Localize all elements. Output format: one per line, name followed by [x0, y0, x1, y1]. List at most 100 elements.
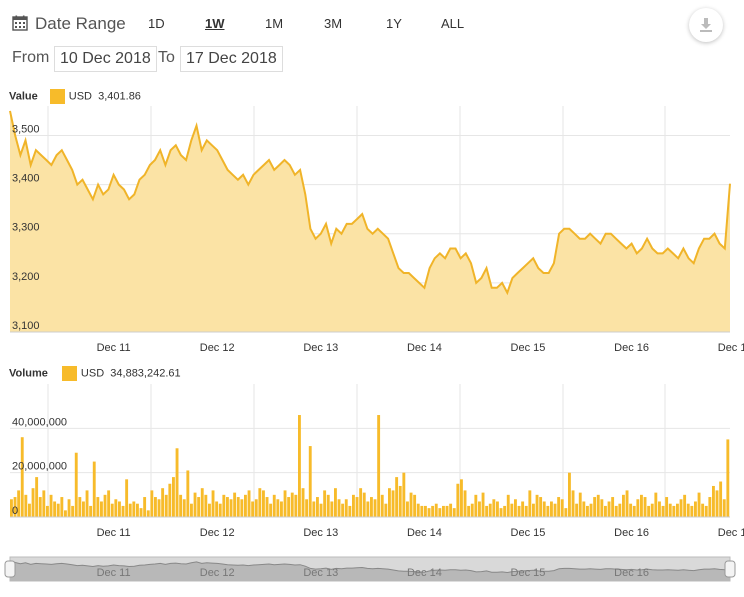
volume-bar: [496, 501, 499, 517]
volume-bar: [625, 490, 629, 517]
range-button-1m[interactable]: 1M: [265, 16, 284, 31]
volume-bar: [460, 479, 463, 517]
to-date-input[interactable]: 17 Dec 2018: [180, 46, 283, 72]
volume-bar: [640, 494, 643, 517]
volume-bar: [272, 494, 276, 517]
volume-bar: [82, 501, 85, 517]
range-button-all[interactable]: ALL: [441, 16, 465, 31]
volume-bar: [233, 492, 237, 517]
volume-bar: [46, 505, 49, 517]
navigator-x-tick-label: Dec 13: [303, 567, 338, 579]
volume-bar: [56, 503, 60, 517]
volume-bar: [143, 497, 147, 517]
volume-bar: [139, 508, 143, 517]
volume-bar: [474, 494, 478, 517]
volume-bar: [146, 510, 150, 517]
volume-bar: [100, 501, 103, 517]
value-y-tick-label: 3,300: [12, 222, 40, 234]
volume-bar: [312, 501, 316, 517]
volume-bar: [708, 497, 712, 517]
volume-bar: [672, 505, 676, 517]
navigator-handle-left[interactable]: [4, 560, 16, 578]
value-x-tick-label: Dec 13: [303, 342, 338, 354]
volume-bar: [564, 508, 568, 517]
volume-bar: [17, 490, 21, 517]
value-chart-title: Value: [9, 90, 38, 103]
volume-bar: [463, 490, 467, 517]
volume-bar: [254, 499, 258, 517]
volume-bar: [697, 492, 701, 517]
volume-bar: [539, 497, 543, 517]
volume-bar: [600, 499, 604, 517]
volume-x-tick-label: Dec 12: [200, 527, 235, 539]
volume-bar: [294, 494, 298, 517]
volume-bar: [521, 501, 525, 517]
value-x-tick-label: Dec 11: [97, 342, 131, 354]
volume-bar: [96, 497, 100, 517]
volume-bar: [31, 488, 35, 517]
volume-bar: [596, 494, 600, 517]
volume-bar: [42, 490, 46, 517]
value-series-line: [9, 110, 731, 296]
volume-bar: [74, 452, 78, 517]
volume-bar: [132, 501, 136, 517]
volume-bar: [676, 503, 679, 517]
navigator-x-tick-label: Dec 14: [407, 567, 442, 579]
volume-bar: [694, 501, 697, 517]
volume-bar: [467, 505, 471, 517]
volume-bar: [193, 492, 197, 517]
volume-bar: [679, 499, 683, 517]
volume-bar: [64, 510, 67, 517]
download-button[interactable]: [689, 8, 723, 42]
volume-bar: [305, 499, 309, 517]
volume-bar: [60, 497, 64, 517]
volume-bar: [13, 497, 17, 517]
volume-bar: [103, 494, 107, 517]
volume-bar: [290, 492, 294, 517]
volume-bar: [611, 497, 615, 517]
volume-bar: [287, 497, 291, 517]
range-button-1d[interactable]: 1D: [148, 16, 165, 31]
volume-bar: [701, 503, 705, 517]
volume-bar: [586, 505, 589, 517]
navigator[interactable]: Dec 11 Dec 12 Dec 13 Dec 14 Dec 15 Dec 16: [0, 553, 744, 593]
volume-bar: [571, 490, 575, 517]
volume-bar: [28, 503, 31, 517]
volume-bar: [632, 505, 636, 517]
navigator-handle-right[interactable]: [724, 560, 736, 578]
volume-bar: [71, 505, 75, 517]
navigator-area: [10, 560, 730, 581]
volume-bar: [218, 503, 222, 517]
volume-bar: [654, 492, 658, 517]
volume-bar: [607, 501, 611, 517]
volume-bar: [384, 503, 388, 517]
calendar-icon: [12, 15, 28, 31]
volume-bar: [391, 490, 395, 517]
volume-bar: [380, 494, 384, 517]
volume-bar: [593, 497, 597, 517]
volume-bar: [334, 488, 337, 517]
volume-bar: [114, 499, 118, 517]
volume-bar: [352, 494, 355, 517]
volume-bar: [10, 499, 13, 517]
volume-x-tick-label: Dec 13: [303, 527, 338, 539]
volume-x-tick-label: Dec 14: [407, 527, 442, 539]
volume-bar: [125, 479, 129, 517]
volume-bar: [517, 505, 521, 517]
volume-bar: [179, 494, 183, 517]
volume-bar: [398, 485, 402, 517]
range-button-3m[interactable]: 3M: [324, 16, 343, 31]
volume-bar: [704, 505, 708, 517]
volume-bar: [355, 497, 359, 517]
range-toolbar: Date Range 1D 1W 1M 3M 1Y ALL: [0, 0, 744, 48]
volume-bar: [244, 494, 247, 517]
volume-bar: [528, 490, 532, 517]
range-button-1w[interactable]: 1W: [205, 16, 225, 31]
from-date-input[interactable]: 10 Dec 2018: [54, 46, 157, 72]
volume-bar: [362, 492, 366, 517]
volume-bar: [438, 508, 442, 517]
volume-bar: [481, 492, 485, 517]
volume-bar: [175, 448, 179, 517]
range-button-1y[interactable]: 1Y: [386, 16, 402, 31]
volume-bar: [78, 497, 82, 517]
